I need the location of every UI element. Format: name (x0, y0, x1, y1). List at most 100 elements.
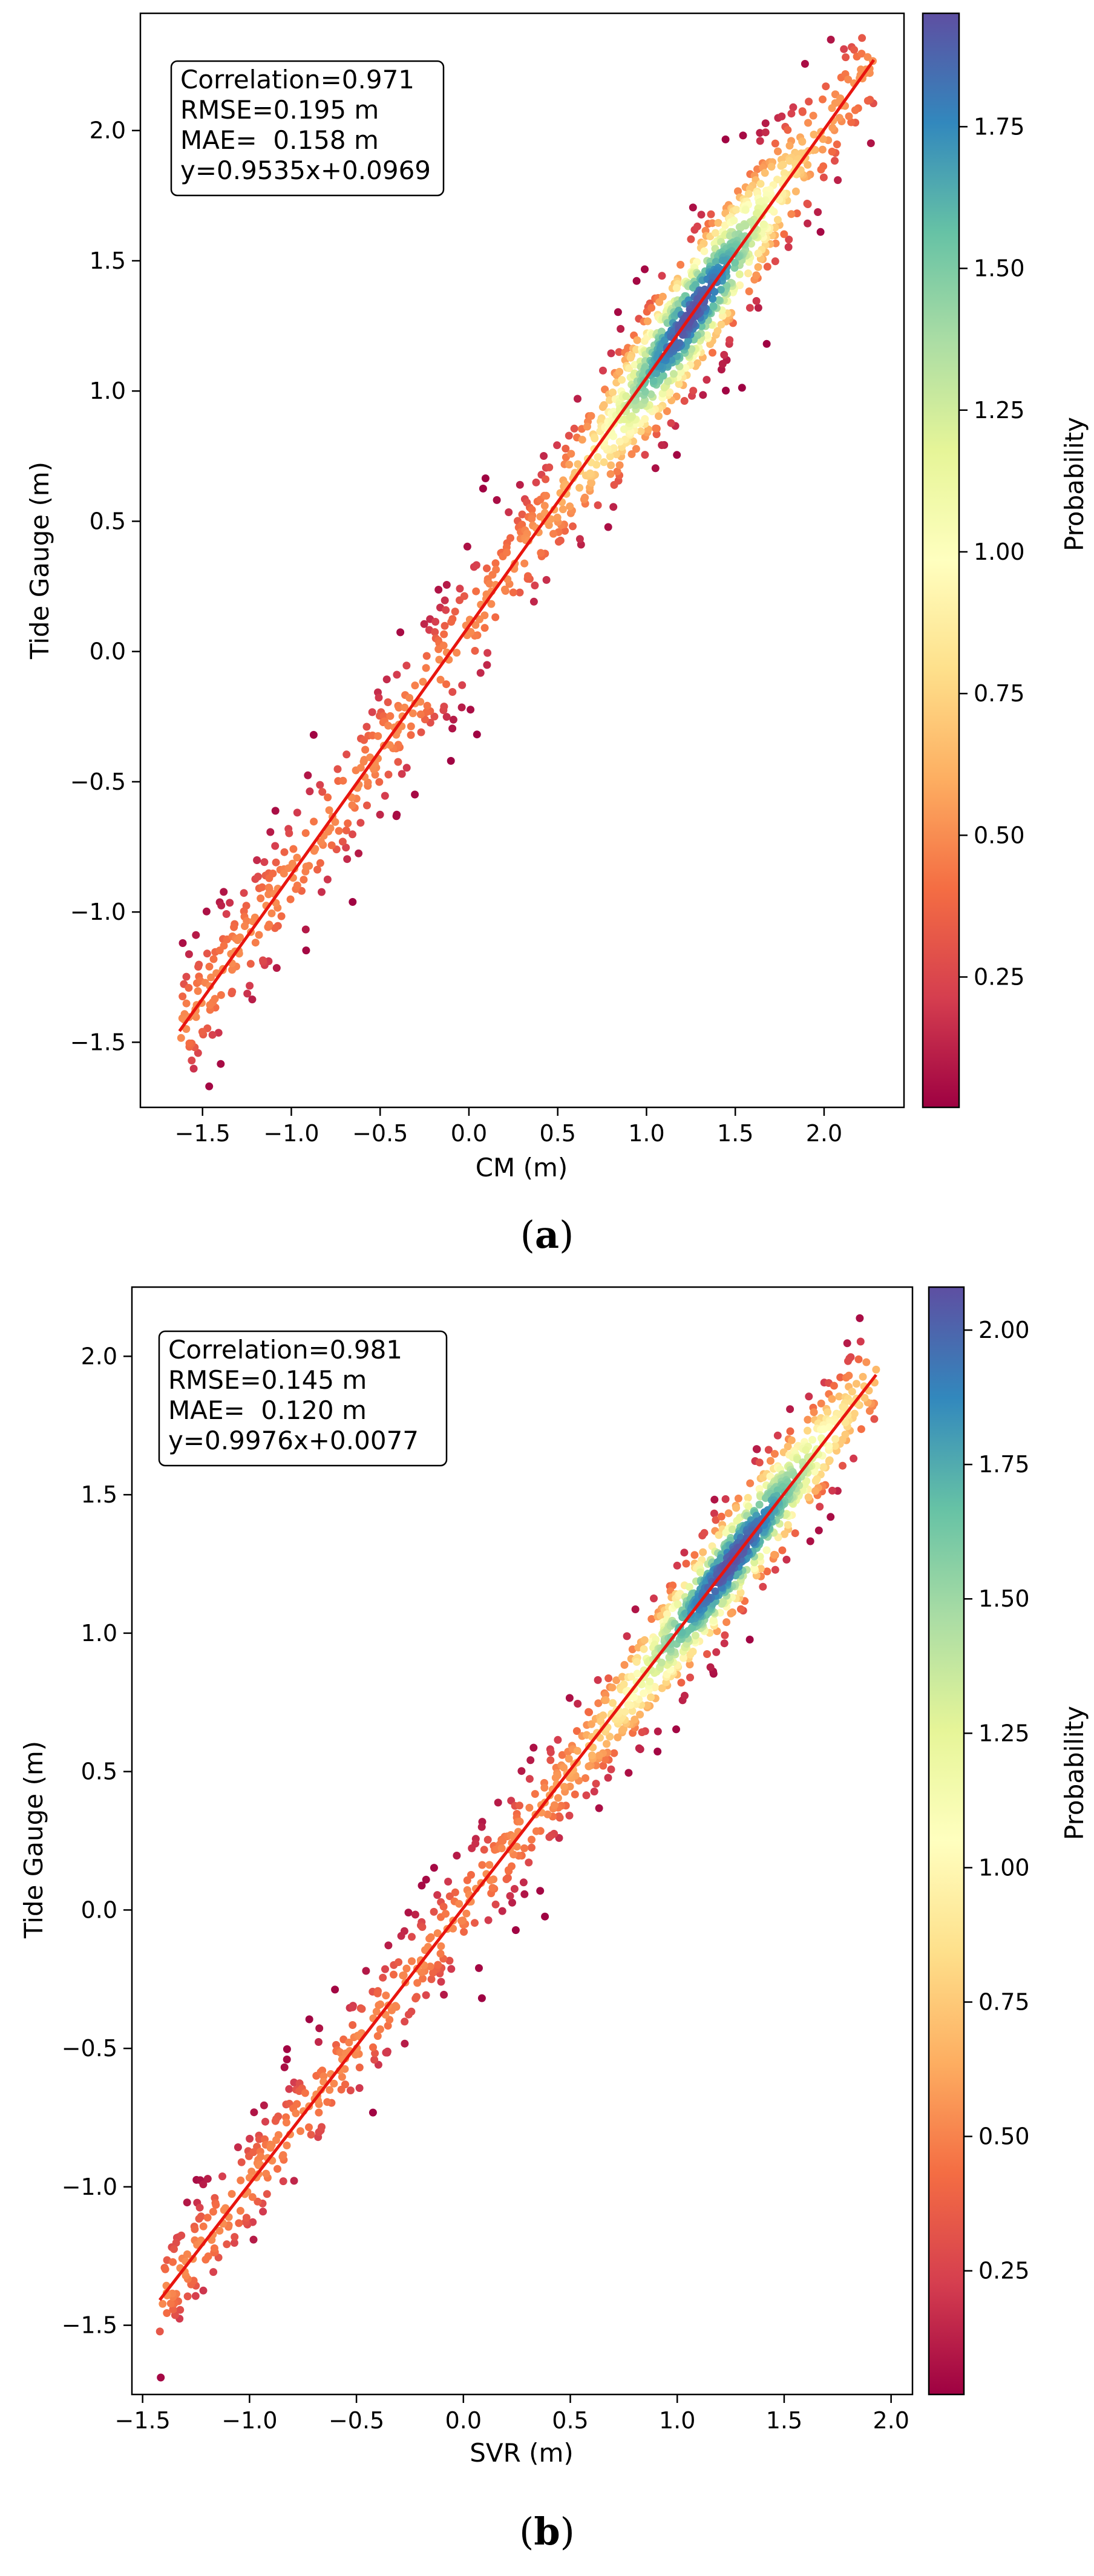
data-point (342, 750, 351, 759)
data-point (355, 849, 363, 857)
data-point (209, 955, 218, 963)
data-point (617, 325, 625, 333)
data-point (647, 304, 656, 312)
data-point (667, 419, 675, 427)
data-point (545, 463, 554, 471)
data-point (787, 210, 796, 218)
colorbar-tick-label: 2.00 (978, 1317, 1030, 1343)
data-point (791, 187, 800, 195)
data-point (571, 1790, 579, 1798)
data-point (422, 1991, 430, 1999)
data-point (172, 2238, 180, 2247)
data-point (528, 1843, 536, 1852)
data-point (773, 175, 781, 184)
data-point (301, 2089, 309, 2097)
data-point (255, 931, 263, 939)
data-point (699, 391, 707, 399)
data-point (518, 510, 526, 519)
y-tick-label: 0.5 (90, 508, 126, 534)
data-point (659, 372, 667, 380)
data-point (356, 764, 365, 772)
data-point (261, 2117, 269, 2126)
data-point (819, 1425, 828, 1434)
data-point (411, 681, 419, 690)
data-point (720, 350, 729, 359)
data-point (610, 480, 618, 489)
data-point (785, 157, 794, 165)
data-point (293, 2100, 301, 2108)
data-point (301, 925, 310, 934)
data-point (371, 2049, 379, 2057)
data-point (531, 582, 539, 589)
data-point (183, 2250, 191, 2258)
data-point (460, 592, 468, 600)
data-point (478, 1861, 486, 1869)
data-point (485, 580, 494, 588)
data-point (844, 1357, 852, 1365)
x-tick-label: −1.5 (175, 1120, 231, 1147)
data-point (179, 939, 187, 947)
data-point (592, 1780, 600, 1788)
data-point (385, 741, 394, 749)
data-point (546, 1756, 555, 1765)
data-point (709, 349, 716, 357)
data-point (226, 899, 234, 907)
data-point (842, 53, 850, 62)
data-point (845, 1371, 853, 1380)
data-point (682, 1559, 690, 1568)
data-point (713, 327, 722, 335)
data-point (418, 1881, 426, 1890)
data-point (770, 1550, 778, 1559)
data-point (169, 2306, 177, 2313)
data-point (672, 284, 681, 292)
data-point (866, 139, 875, 148)
data-point (286, 895, 295, 903)
data-point (401, 703, 409, 712)
data-point (209, 2268, 218, 2276)
data-point (679, 1654, 687, 1662)
data-point (293, 881, 301, 890)
data-point (420, 620, 428, 628)
data-point (686, 1673, 694, 1682)
data-point (537, 549, 545, 557)
data-point (315, 2038, 323, 2046)
data-point (572, 1727, 581, 1735)
data-point (356, 819, 365, 827)
data-point (587, 1720, 595, 1728)
data-point (442, 581, 451, 589)
data-point (834, 176, 842, 185)
data-point (703, 331, 712, 339)
data-point (502, 1875, 511, 1883)
colorbar-tick-label: 1.25 (978, 1720, 1030, 1746)
data-point (236, 933, 244, 942)
data-point (623, 1632, 631, 1640)
data-point (376, 810, 384, 819)
data-point (615, 438, 624, 446)
data-point (212, 2201, 220, 2209)
data-point (697, 211, 706, 219)
data-point (379, 1973, 387, 1982)
data-point (732, 206, 741, 214)
data-point (862, 1358, 871, 1366)
data-point (587, 411, 595, 420)
data-point (449, 1924, 457, 1933)
data-point (828, 1395, 836, 1403)
data-point (372, 2007, 381, 2016)
data-point (601, 1755, 609, 1764)
x-tick-label: 2.0 (873, 2407, 909, 2434)
data-point (188, 1057, 196, 1064)
data-point (524, 572, 532, 580)
data-point (228, 966, 237, 974)
data-point (191, 2292, 200, 2300)
data-point (721, 1495, 730, 1503)
data-point (384, 770, 393, 779)
data-point (847, 118, 856, 126)
data-point (756, 137, 764, 145)
data-point (540, 1783, 549, 1792)
data-point (594, 501, 602, 510)
data-point (615, 461, 624, 470)
data-point (413, 1979, 422, 1987)
data-point (787, 1436, 796, 1444)
data-point (802, 1446, 810, 1454)
colorbar-ticks-b: 0.25 0.50 0.75 1.00 1.25 1.50 1.75 2.00 (964, 1317, 1030, 2284)
